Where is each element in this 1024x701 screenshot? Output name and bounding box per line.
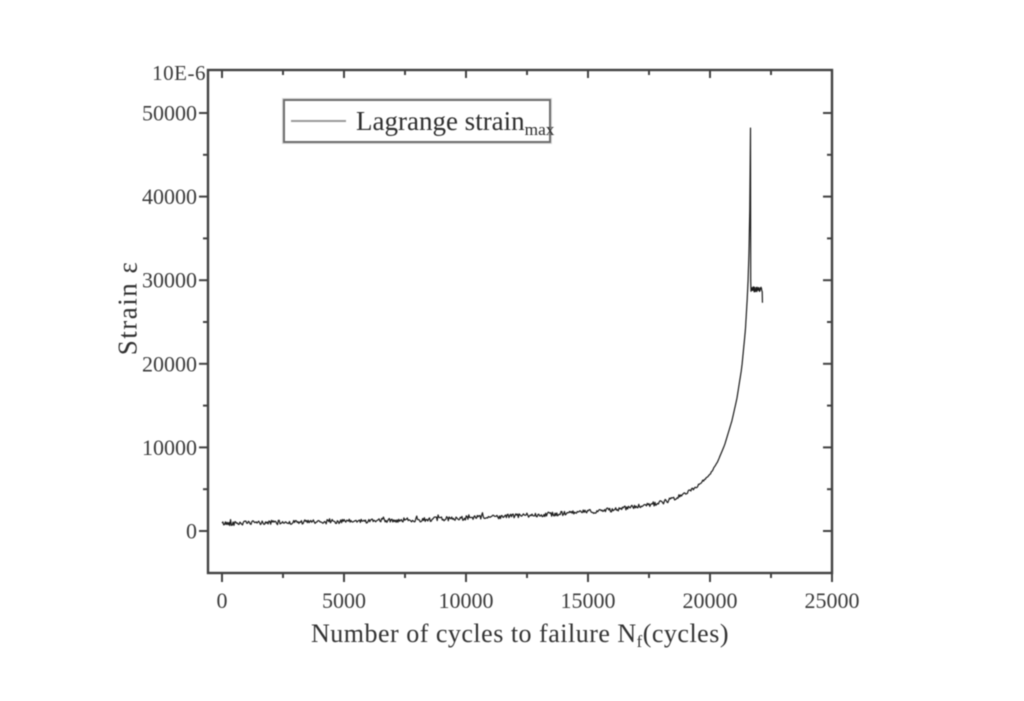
- legend-label-subscript: max: [524, 120, 555, 140]
- plot-frame: [206, 68, 834, 575]
- x-tick-label: 15000: [561, 588, 616, 613]
- y-tick-label: 0: [186, 519, 197, 544]
- y-axis-title: Strain ε: [112, 260, 143, 356]
- y-tick-label: 20000: [142, 351, 197, 376]
- legend-label: Lagrange strainmax: [356, 105, 554, 138]
- data-series-line: [221, 127, 764, 527]
- x-axis-title: Number of cycles to failure Nf(cycles): [208, 619, 832, 652]
- y-tick-label: 30000: [142, 268, 197, 293]
- legend-line-swatch: [291, 120, 346, 122]
- legend-label-main: Lagrange strain: [356, 105, 525, 136]
- y-tick-label: 50000: [142, 101, 197, 126]
- x-tick-label: 10000: [439, 588, 494, 613]
- x-tick-label: 5000: [322, 588, 366, 613]
- x-tick-label: 0: [217, 588, 228, 613]
- legend: Lagrange strainmax: [283, 99, 554, 143]
- x-tick-label: 25000: [805, 588, 860, 613]
- x-axis-title-subscript: f: [636, 632, 643, 652]
- x-tick-label: 20000: [683, 588, 738, 613]
- y-tick-label: 40000: [142, 184, 197, 209]
- x-axis-title-main: Number of cycles to failure N: [311, 619, 637, 648]
- x-axis-title-tail: (cycles): [642, 619, 729, 648]
- y-tick-label: 10000: [142, 435, 197, 460]
- y-axis-unit-label: 10E-6: [152, 61, 206, 85]
